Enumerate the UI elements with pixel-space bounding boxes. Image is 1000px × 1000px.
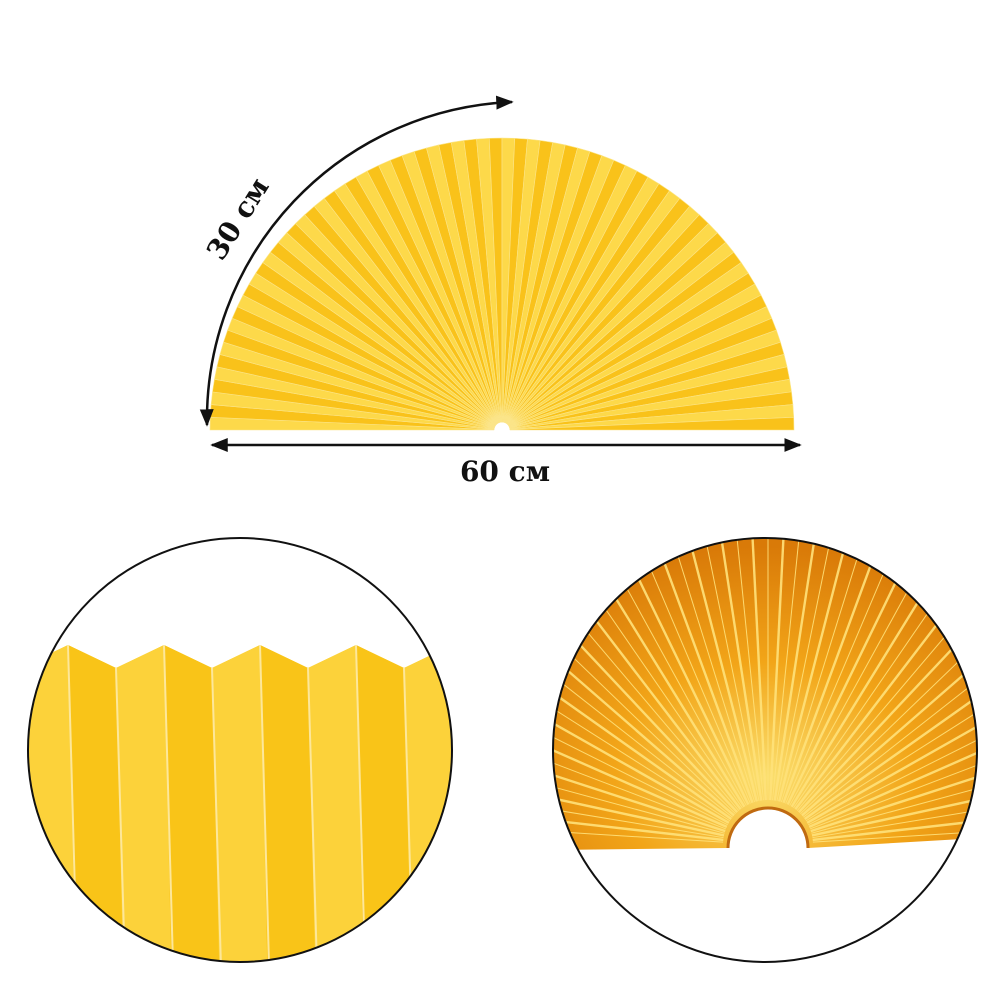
- pleat-crease: [553, 818, 724, 843]
- pleat-crease: [812, 776, 977, 839]
- pleat-crease: [553, 538, 740, 812]
- pleat-crease: [553, 714, 726, 833]
- pleat-crease: [778, 538, 874, 802]
- pleat-crease: [553, 796, 724, 842]
- pleat-crease: [785, 538, 933, 804]
- pleat-crease: [794, 538, 977, 810]
- pleat-crease: [603, 538, 751, 804]
- pleat-crease: [553, 656, 729, 826]
- width-dimension-label: 60 см: [460, 455, 550, 488]
- pleat-panel: [260, 645, 318, 962]
- pleat-crease: [553, 734, 725, 834]
- arc-dimension-label: 30 см: [200, 172, 276, 266]
- pleat-crease: [583, 538, 750, 806]
- pleat-crease: [565, 538, 747, 806]
- pleat-crease: [810, 714, 977, 833]
- pleat-crease: [642, 538, 756, 803]
- pleat-crease: [553, 553, 736, 815]
- pleat-crease: [780, 538, 894, 803]
- pleat-crease: [804, 601, 977, 820]
- pleat-crease: [553, 538, 739, 814]
- pleat-crease: [553, 776, 724, 839]
- pleat-crease: [553, 674, 728, 828]
- pleat-panel: [308, 645, 366, 962]
- pleat-crease: [812, 818, 977, 843]
- pleat-crease: [786, 538, 953, 806]
- pleat-crease: [796, 538, 977, 812]
- pleat-crease: [782, 538, 914, 804]
- pleat-crease: [553, 754, 725, 837]
- paper-fan: [209, 137, 795, 440]
- pleat-crease: [769, 538, 791, 801]
- pleat-crease: [801, 568, 977, 817]
- pleat-crease: [553, 585, 733, 818]
- edge-detail-circle: [27, 537, 453, 963]
- pleat-crease: [553, 568, 735, 817]
- pleat-crease: [622, 538, 754, 804]
- pleat-crease: [812, 796, 977, 842]
- pleat-crease: [553, 694, 727, 830]
- pleat-crease: [803, 585, 977, 818]
- pleat-crease: [811, 754, 977, 837]
- fan-pleat: [509, 416, 795, 431]
- pleat-crease: [703, 538, 763, 801]
- pleat-crease: [553, 637, 730, 824]
- pleat-crease: [776, 538, 853, 802]
- pleat-panel: [164, 645, 222, 962]
- pleat-crease: [553, 619, 731, 822]
- pleat-crease: [800, 553, 977, 815]
- pleat-crease: [809, 694, 977, 830]
- pleat-crease: [553, 601, 732, 820]
- pleat-crease: [683, 538, 760, 802]
- pleat-panel: [404, 645, 452, 962]
- pleat-crease: [745, 538, 767, 801]
- pleat-panel: [116, 645, 174, 962]
- arc-dimension-arrow: [199, 95, 514, 427]
- pleat-crease: [789, 538, 971, 806]
- pleat-crease: [772, 538, 811, 801]
- pleat-crease: [797, 538, 977, 814]
- pleat-crease: [662, 538, 758, 802]
- pleat-crease: [808, 674, 977, 828]
- pleat-crease: [811, 734, 977, 834]
- pleat-crease: [805, 619, 977, 822]
- pleat-crease: [725, 538, 764, 801]
- pleat-crease: [806, 637, 977, 824]
- pleat-panel: [212, 645, 270, 962]
- pleat-crease: [553, 538, 742, 810]
- pleat-crease: [773, 538, 833, 801]
